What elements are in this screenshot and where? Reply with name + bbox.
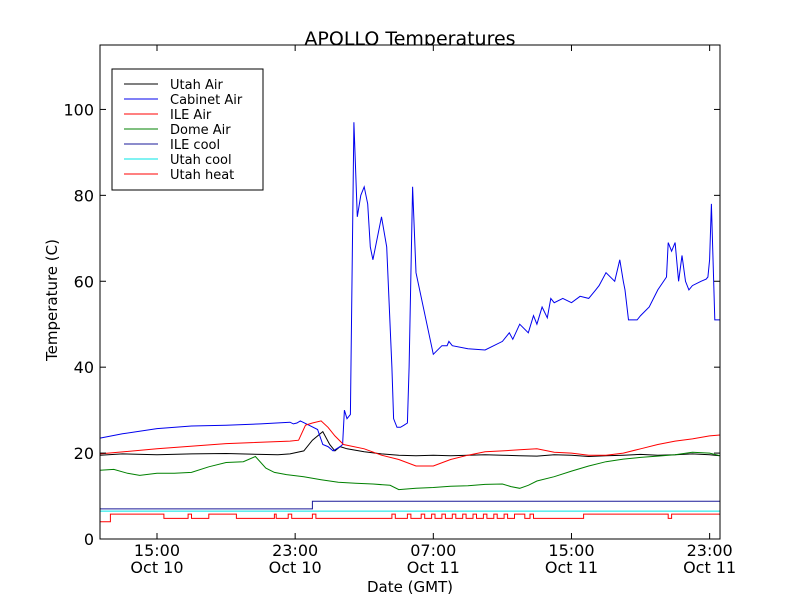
series-utah-heat-line: [100, 513, 720, 523]
x-tick-label-time: 23:00: [687, 541, 733, 560]
x-tick-label-time: 15:00: [548, 541, 594, 560]
y-tick-label: 60: [74, 272, 94, 291]
x-tick-label-time: 23:00: [272, 541, 318, 560]
x-tick-label-date: Oct 11: [683, 558, 736, 577]
y-axis-label: Temperature (C): [43, 239, 61, 362]
legend-label-ile-cool: ILE cool: [170, 138, 220, 153]
series-utah-air-line: [99, 430, 721, 458]
x-tick-label-date: Oct 10: [269, 558, 322, 577]
y-tick-label: 80: [74, 186, 94, 205]
x-tick-label-time: 15:00: [134, 541, 180, 560]
series-cabinet-air-line: [99, 122, 720, 452]
x-tick-label-time: 07:00: [410, 541, 456, 560]
plot-frame: [99, 44, 721, 540]
y-tick-label: 40: [74, 358, 94, 377]
x-tick-label-date: Oct 11: [407, 558, 460, 577]
x-tick-label-date: Oct 11: [545, 558, 598, 577]
y-tick-label: 20: [74, 444, 94, 463]
series-layer: [99, 122, 721, 523]
series-dome-air-line: [99, 451, 721, 491]
series-ile-cool-line: [100, 500, 720, 510]
legend-label-ile-air: ILE Air: [170, 108, 212, 123]
legend-label-utah-air: Utah Air: [170, 78, 223, 93]
x-axis-label: Date (GMT): [367, 578, 453, 596]
x-tick-label-date: Oct 10: [130, 558, 183, 577]
legend-label-utah-cool: Utah cool: [170, 153, 232, 168]
series-ile-air-line: [99, 420, 721, 467]
legend-label-cabinet-air: Cabinet Air: [170, 93, 243, 108]
y-tick-label: 0: [84, 530, 94, 549]
y-tick-label: 100: [63, 100, 94, 119]
legend-label-utah-heat: Utah heat: [170, 168, 234, 183]
legend-label-dome-air: Dome Air: [170, 123, 231, 138]
